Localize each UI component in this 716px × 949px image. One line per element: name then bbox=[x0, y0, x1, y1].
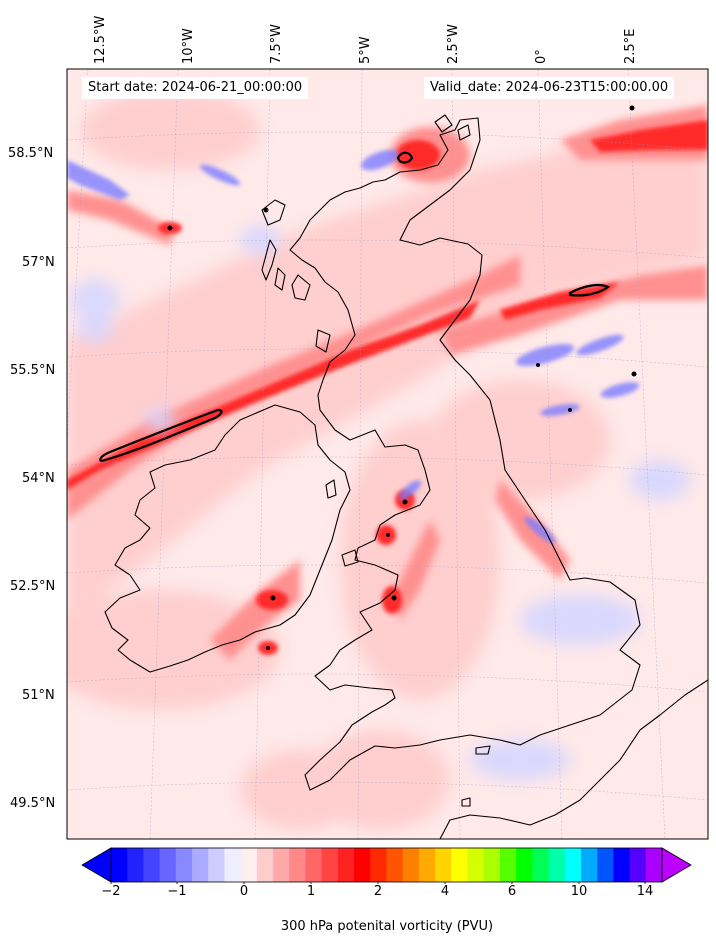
colorbar-segment bbox=[548, 848, 566, 882]
colorbar-extend-min bbox=[81, 847, 112, 883]
colorbar-border bbox=[110, 847, 663, 883]
colorbar-tick-label: 0 bbox=[239, 884, 249, 899]
colorbar-tick-label: 14 bbox=[636, 884, 654, 899]
longitude-label-2-5e: 2.5°E bbox=[623, 28, 638, 64]
colorbar-segment bbox=[483, 848, 501, 882]
colorbar-segment bbox=[321, 848, 339, 882]
latitude-label-52-5n: 52.5°N bbox=[10, 579, 56, 594]
colorbar-label: 300 hPa potenital vorticity (PVU) bbox=[280, 919, 494, 934]
longitude-label-0: 0° bbox=[534, 49, 549, 64]
colorbar-segment bbox=[499, 848, 517, 882]
colorbar-segment bbox=[386, 848, 404, 882]
latitude-label-49-5n: 49.5°N bbox=[10, 796, 56, 811]
colorbar-segment bbox=[305, 848, 323, 882]
colorbar-tick-label: 6 bbox=[507, 884, 517, 899]
coastline-ireland bbox=[104, 404, 351, 673]
latitude-label-57n: 57°N bbox=[22, 255, 55, 270]
colorbar-segment bbox=[240, 848, 258, 882]
colorbar-tick-label: −2 bbox=[101, 884, 121, 899]
colorbar-segment bbox=[564, 848, 582, 882]
colorbar-segment bbox=[613, 848, 631, 882]
start-date-label: Start date: 2024-06-21_00:00:00 bbox=[82, 77, 309, 99]
colorbar-tick-label: 1 bbox=[306, 884, 316, 899]
colorbar-segment bbox=[645, 848, 663, 882]
colorbar-segment bbox=[418, 848, 436, 882]
colorbar-segment bbox=[580, 848, 598, 882]
valid-date-label: Valid_date: 2024-06-23T15:00:00.00 bbox=[424, 77, 675, 99]
colorbar-segment bbox=[532, 848, 550, 882]
colorbar-tick-label: 4 bbox=[440, 884, 450, 899]
colorbar-segment bbox=[256, 848, 274, 882]
colorbar-segment bbox=[597, 848, 614, 882]
colorbar-segment bbox=[402, 848, 420, 882]
colorbar-segment bbox=[467, 848, 485, 882]
colorbar-segment bbox=[192, 848, 209, 882]
colorbar-segment bbox=[127, 848, 145, 882]
colorbar-segment bbox=[175, 848, 193, 882]
map-frame bbox=[66, 68, 709, 840]
longitude-label-5w: 5°W bbox=[358, 36, 373, 64]
colorbar-tick-label: 10 bbox=[570, 884, 588, 899]
colorbar-tick-label: 2 bbox=[373, 884, 383, 899]
colorbar-segment bbox=[451, 848, 469, 882]
latitude-label-51n: 51°N bbox=[22, 688, 55, 703]
colorbar-segment bbox=[143, 848, 161, 882]
colorbar-segment bbox=[435, 848, 452, 882]
colorbar-segment bbox=[159, 848, 177, 882]
colorbar bbox=[81, 847, 692, 884]
colorbar-segment bbox=[208, 848, 226, 882]
colorbar-segment bbox=[289, 848, 307, 882]
colorbar-extend-max bbox=[661, 847, 692, 883]
coastline-great-britain bbox=[289, 117, 641, 791]
colorbar-tick-label: −1 bbox=[167, 884, 187, 899]
colorbar-segment bbox=[629, 848, 647, 882]
latitude-label-58-5n: 58.5°N bbox=[8, 146, 54, 161]
map-field bbox=[67, 69, 708, 839]
colorbar-segment bbox=[337, 848, 355, 882]
longitude-label-2-5w: 2.5°W bbox=[446, 23, 461, 64]
colorbar-segment bbox=[111, 848, 128, 882]
colorbar-segment bbox=[516, 848, 533, 882]
colorbar-segment bbox=[224, 848, 242, 882]
latitude-label-55-5n: 55.5°N bbox=[10, 363, 56, 378]
longitude-label-12-5w: 12.5°W bbox=[93, 15, 108, 64]
colorbar-segment bbox=[273, 848, 290, 882]
colorbar-segment bbox=[370, 848, 388, 882]
latitude-label-54n: 54°N bbox=[22, 471, 55, 486]
coastline-france bbox=[439, 679, 708, 839]
longitude-label-10w: 10°W bbox=[181, 28, 196, 64]
colorbar-segment bbox=[354, 848, 371, 882]
longitude-label-7-5w: 7.5°W bbox=[269, 23, 284, 64]
